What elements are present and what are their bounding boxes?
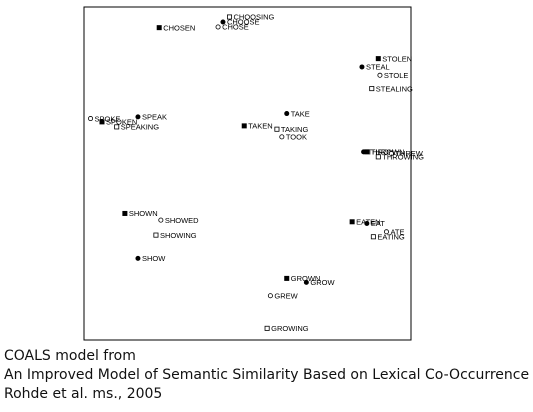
marker-grew bbox=[267, 293, 273, 299]
label-showed: SHOWED bbox=[165, 216, 199, 225]
label-throwing: THROWING bbox=[382, 153, 424, 162]
marker-taken bbox=[241, 123, 247, 129]
point-ate: ATE bbox=[383, 227, 405, 236]
label-thrown: THROWN bbox=[371, 148, 405, 157]
marker-stole bbox=[377, 72, 383, 78]
point-choose: CHOOSE bbox=[220, 18, 260, 27]
marker-take bbox=[284, 111, 290, 117]
point-speak: SPEAK bbox=[135, 113, 167, 122]
label-steal: STEAL bbox=[366, 63, 390, 72]
point-showing: SHOWING bbox=[153, 231, 197, 240]
point-stolen: STOLEN bbox=[375, 54, 412, 63]
marker-eaten bbox=[349, 219, 355, 225]
caption: COALS model from An Improved Model of Se… bbox=[4, 347, 529, 404]
label-grew: GREW bbox=[274, 291, 298, 300]
label-throw: THROW bbox=[368, 148, 397, 157]
label-ate: ATE bbox=[390, 227, 404, 236]
label-stealing: STEALING bbox=[376, 84, 413, 93]
point-growing: GROWING bbox=[264, 324, 309, 333]
point-chosen: CHOSEN bbox=[156, 23, 195, 32]
point-showed: SHOWED bbox=[158, 216, 199, 225]
label-spoken: SPOKEN bbox=[106, 118, 137, 127]
point-took: TOOK bbox=[279, 133, 307, 142]
label-show: SHOW bbox=[142, 254, 166, 263]
label-grown: GROWN bbox=[291, 274, 321, 283]
label-chose: CHOSE bbox=[222, 23, 249, 32]
point-stole: STOLE bbox=[377, 71, 408, 80]
caption-line-3: Rohde et al. ms., 2005 bbox=[4, 386, 163, 402]
point-eating: EATING bbox=[370, 232, 405, 241]
label-spoke: SPOKE bbox=[95, 114, 121, 123]
point-stealing: STEALING bbox=[369, 84, 413, 93]
label-choosing: CHOOSING bbox=[234, 13, 275, 22]
point-throwing: THROWING bbox=[375, 153, 424, 162]
label-showing: SHOWING bbox=[160, 231, 197, 240]
marker-growing bbox=[264, 325, 270, 331]
label-take: TAKE bbox=[291, 109, 310, 118]
label-threw: THREW bbox=[395, 149, 423, 158]
label-grow: GROW bbox=[310, 278, 335, 287]
point-take: TAKE bbox=[284, 109, 310, 118]
marker-choosing bbox=[227, 14, 233, 20]
marker-stolen bbox=[375, 56, 381, 62]
caption-line-2: An Improved Model of Semantic Similarity… bbox=[4, 367, 530, 383]
point-spoke: SPOKE bbox=[88, 114, 120, 123]
label-speaking: SPEAKING bbox=[121, 123, 160, 132]
label-eat: EAT bbox=[371, 219, 385, 228]
point-taken: TAKEN bbox=[241, 122, 273, 131]
label-speak: SPEAK bbox=[142, 113, 167, 122]
marker-grow bbox=[303, 279, 309, 285]
marker-chose bbox=[215, 24, 221, 30]
marker-choose bbox=[220, 19, 226, 25]
marker-spoke bbox=[88, 116, 94, 122]
point-show: SHOW bbox=[135, 254, 166, 263]
point-threw: THREW bbox=[388, 149, 424, 158]
label-shown: SHOWN bbox=[129, 209, 158, 218]
point-speaking: SPEAKING bbox=[114, 123, 160, 132]
point-spoken: SPOKEN bbox=[99, 118, 137, 127]
point-choosing: CHOOSING bbox=[227, 13, 275, 22]
label-taken: TAKEN bbox=[248, 122, 272, 131]
label-growing: GROWING bbox=[271, 324, 309, 333]
point-steal: STEAL bbox=[359, 63, 390, 72]
point-grew: GREW bbox=[267, 291, 299, 300]
marker-showing bbox=[153, 232, 159, 238]
marker-stealing bbox=[369, 86, 375, 92]
point-shown: SHOWN bbox=[122, 209, 158, 218]
marker-chosen bbox=[156, 25, 162, 31]
marker-took bbox=[279, 134, 285, 140]
point-chose: CHOSE bbox=[215, 23, 249, 32]
marker-taking bbox=[274, 126, 280, 132]
marker-speaking bbox=[114, 124, 120, 130]
marker-eating bbox=[370, 234, 376, 240]
marker-spoken bbox=[99, 119, 105, 125]
marker-show bbox=[135, 255, 141, 261]
plot-frame bbox=[83, 6, 412, 341]
label-took: TOOK bbox=[286, 133, 307, 142]
label-eating: EATING bbox=[377, 232, 405, 241]
marker-grown bbox=[284, 275, 290, 281]
label-chosen: CHOSEN bbox=[163, 23, 195, 32]
marker-threw bbox=[388, 151, 394, 157]
label-choose: CHOOSE bbox=[227, 18, 260, 27]
marker-speak bbox=[135, 114, 141, 120]
marker-throwing bbox=[375, 154, 381, 160]
point-grown: GROWN bbox=[284, 274, 321, 283]
marker-thrown bbox=[364, 149, 370, 155]
marker-steal bbox=[359, 64, 365, 70]
marker-showed bbox=[158, 217, 164, 223]
marker-shown bbox=[122, 210, 128, 216]
point-thrown: THROWN bbox=[364, 148, 405, 157]
point-eat: EAT bbox=[364, 219, 385, 228]
marker-ate bbox=[383, 229, 389, 235]
label-stole: STOLE bbox=[384, 71, 408, 80]
point-taking: TAKING bbox=[274, 125, 309, 134]
label-stolen: STOLEN bbox=[382, 54, 412, 63]
marker-eat bbox=[364, 220, 370, 226]
point-grow: GROW bbox=[303, 278, 335, 287]
caption-line-1: COALS model from bbox=[4, 348, 136, 364]
label-taking: TAKING bbox=[281, 125, 309, 134]
